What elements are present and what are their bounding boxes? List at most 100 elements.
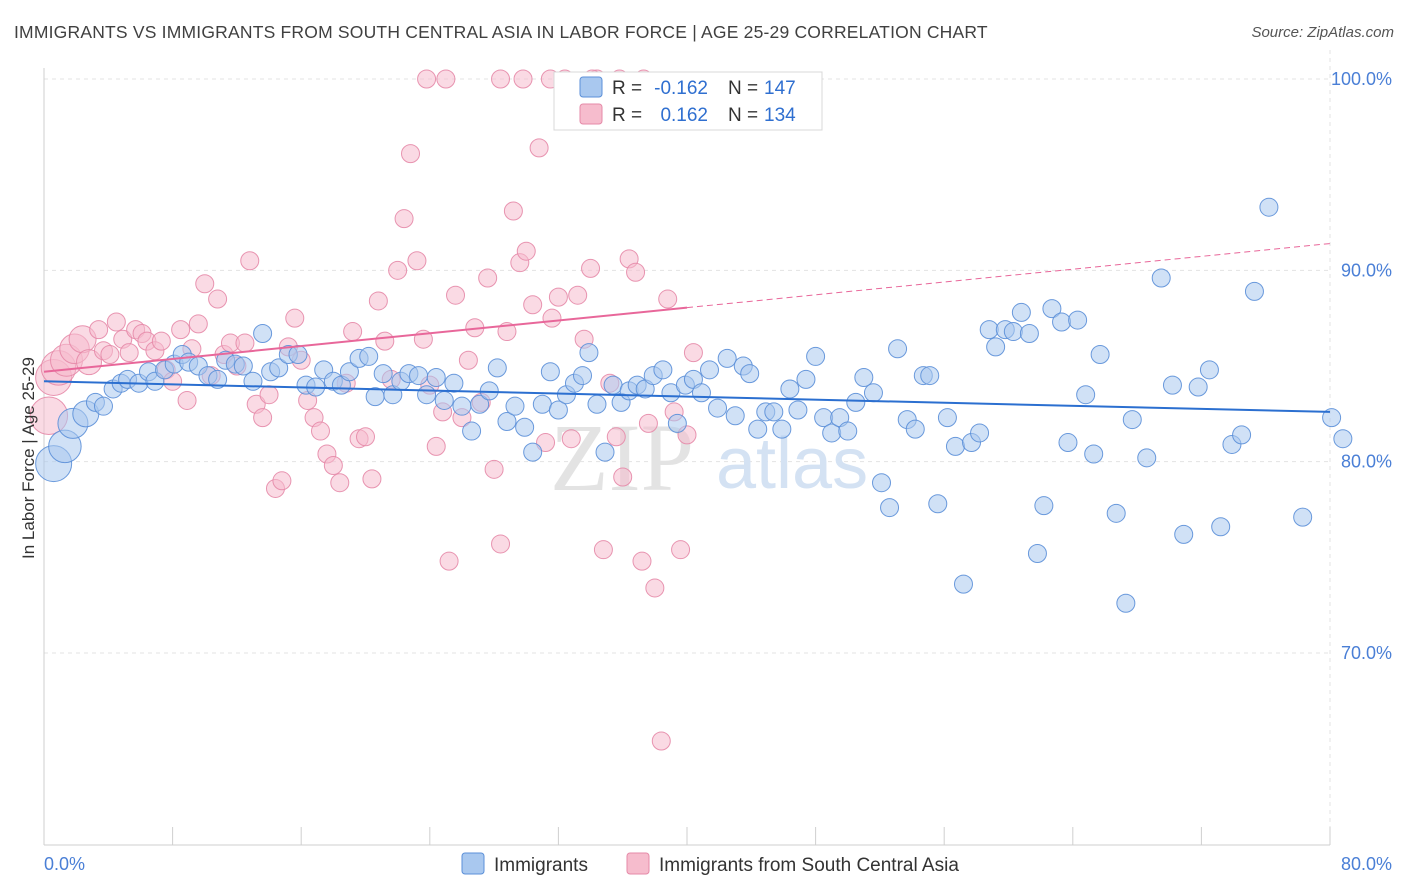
legend-bottom-swatch-pink — [626, 852, 650, 875]
data-point-south-central-asia — [310, 421, 330, 441]
y-tick-label: 100.0% — [1331, 69, 1392, 89]
data-point-immigrants — [725, 406, 745, 426]
data-point-south-central-asia — [426, 436, 446, 456]
data-point-immigrants — [1052, 312, 1072, 332]
data-point-immigrants — [1174, 524, 1194, 544]
data-point-immigrants — [1019, 323, 1039, 343]
data-point-immigrants — [1084, 444, 1104, 464]
data-point-immigrants — [1034, 496, 1054, 516]
x-tick-label-max: 80.0% — [1341, 854, 1392, 874]
tick-labels: 70.0% 80.0% 90.0% 100.0% 0.0% 80.0% — [44, 69, 1392, 874]
data-point-south-central-asia — [651, 731, 671, 751]
data-point-immigrants — [269, 358, 289, 378]
data-point-immigrants — [667, 413, 687, 433]
data-point-south-central-asia — [323, 455, 343, 475]
data-point-immigrants — [426, 367, 446, 387]
data-point-south-central-asia — [89, 320, 109, 340]
data-point-immigrants — [1188, 377, 1208, 397]
data-point-immigrants — [945, 436, 965, 456]
data-point-south-central-asia — [497, 322, 517, 342]
data-point-immigrants — [708, 398, 728, 418]
data-point-south-central-asia — [516, 241, 536, 261]
legend-r-value-pink: 0.162 — [660, 105, 708, 126]
data-point-immigrants — [653, 360, 673, 380]
data-point-immigrants — [1232, 425, 1252, 445]
data-point-immigrants — [373, 364, 393, 384]
data-point-south-central-asia — [401, 144, 421, 164]
data-point-immigrants — [579, 343, 599, 363]
data-point-immigrants — [1042, 299, 1062, 319]
data-point-immigrants — [1003, 322, 1023, 342]
data-point-immigrants — [505, 396, 525, 416]
data-point-south-central-asia — [375, 331, 395, 351]
data-point-immigrants — [470, 394, 490, 414]
y-tick-label: 70.0% — [1341, 643, 1392, 663]
data-point-south-central-asia — [503, 201, 523, 221]
data-point-immigrants — [243, 371, 263, 391]
data-point-immigrants — [928, 494, 948, 514]
data-point-south-central-asia — [491, 534, 511, 554]
data-point-immigrants — [1199, 360, 1219, 380]
data-point-immigrants — [838, 421, 858, 441]
data-point-south-central-asia — [388, 260, 408, 280]
data-point-south-central-asia — [368, 291, 388, 311]
data-point-immigrants — [986, 337, 1006, 357]
data-point-south-central-asia — [561, 429, 581, 449]
data-point-immigrants — [233, 356, 253, 376]
data-point-immigrants — [1211, 517, 1231, 537]
data-point-south-central-asia — [478, 268, 498, 288]
data-point-immigrants — [740, 364, 760, 384]
data-point-immigrants — [288, 345, 308, 365]
data-point-immigrants — [540, 362, 560, 382]
data-point-south-central-asia — [330, 473, 350, 493]
data-point-immigrants — [452, 396, 472, 416]
data-point-south-central-asia — [568, 285, 588, 305]
data-point-immigrants — [444, 373, 464, 393]
data-point-immigrants — [409, 366, 429, 386]
data-point-south-central-asia — [259, 385, 279, 405]
y-tick-label: 80.0% — [1341, 452, 1392, 472]
data-point-immigrants — [1333, 429, 1353, 449]
data-point-immigrants — [603, 375, 623, 395]
data-point-immigrants — [532, 394, 552, 414]
data-point-immigrants — [846, 392, 866, 412]
data-point-south-central-asia — [671, 540, 691, 560]
data-point-immigrants — [937, 408, 957, 428]
data-point-south-central-asia — [195, 274, 215, 294]
x-tick-label-min: 0.0% — [44, 854, 85, 874]
legend-n-value-pink: 134 — [764, 105, 796, 126]
y-axis-title: In Labor Force | Age 25-29 — [19, 357, 38, 559]
data-point-south-central-asia — [548, 287, 568, 307]
data-point-immigrants — [970, 423, 990, 443]
data-point-immigrants — [595, 442, 615, 462]
data-point-immigrants — [1151, 268, 1171, 288]
data-point-immigrants — [1116, 593, 1136, 613]
data-point-south-central-asia — [484, 459, 504, 479]
data-point-south-central-asia — [343, 322, 363, 342]
data-point-immigrants — [1076, 385, 1096, 405]
data-point-immigrants — [788, 400, 808, 420]
data-point-immigrants — [772, 419, 792, 439]
data-point-south-central-asia — [536, 433, 556, 453]
data-point-immigrants — [880, 498, 900, 518]
legend-n-value-blue: 147 — [764, 78, 796, 99]
data-point-immigrants — [1122, 410, 1142, 430]
data-point-south-central-asia — [106, 312, 126, 332]
data-point-south-central-asia — [436, 69, 456, 89]
trend-line-south-central-asia — [43, 306, 688, 373]
data-point-immigrants — [1090, 345, 1110, 365]
chart-source: Source: ZipAtlas.com — [1251, 24, 1394, 41]
legend-bottom-label-immigrants: Immigrants — [494, 855, 588, 876]
data-point-immigrants — [979, 320, 999, 340]
data-point-south-central-asia — [458, 350, 478, 370]
data-point-south-central-asia — [119, 343, 139, 363]
legend-swatch-blue — [579, 76, 603, 98]
data-point-south-central-asia — [491, 69, 511, 89]
data-point-south-central-asia — [407, 251, 427, 271]
data-point-south-central-asia — [151, 331, 171, 351]
data-point-south-central-asia — [638, 413, 658, 433]
data-point-south-central-asia — [235, 333, 255, 353]
data-point-south-central-asia — [362, 469, 382, 489]
data-point-immigrants — [872, 473, 892, 493]
